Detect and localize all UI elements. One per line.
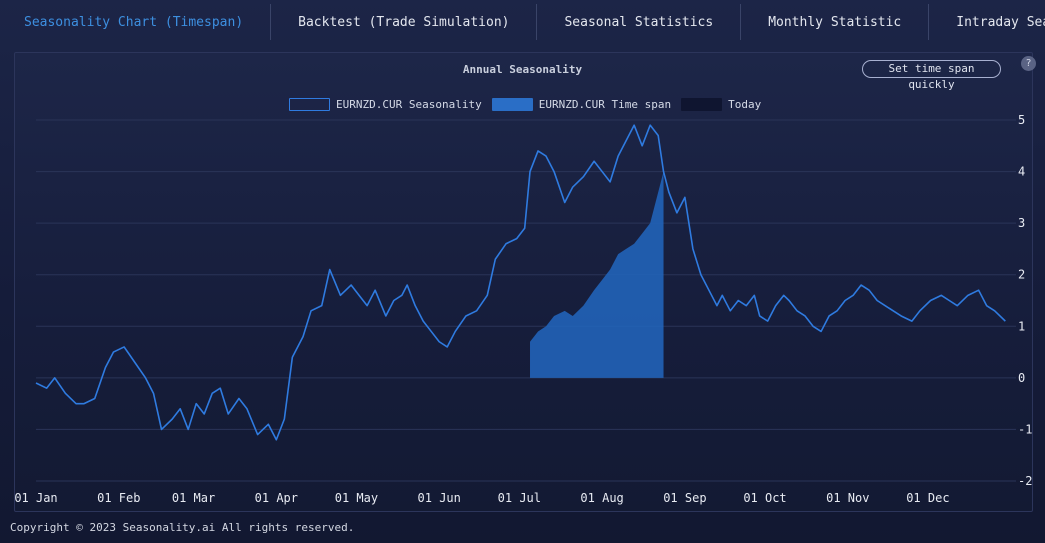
y-tick-label: 1 [1018,319,1025,333]
set-time-span-button[interactable]: Set time span quickly [862,60,1001,91]
y-tick-label: 5 [1018,113,1025,127]
legend-item-today[interactable]: Today [681,97,762,111]
y-tick-label: 2 [1018,268,1025,282]
y-tick-label: -2 [1018,474,1032,488]
legend-label: Today [728,97,762,111]
time-span-area [530,171,664,378]
tab-seasonal-statistics[interactable]: Seasonal Statistics [537,4,742,40]
y-tick-label: -1 [1018,422,1032,436]
chart-title: Annual Seasonality [462,63,583,76]
chart-panel [14,52,1033,512]
x-tick-label: 01 Jul [498,491,541,505]
tab-intraday-seasonality[interactable]: Intraday Seasonality Chart [956,14,1045,30]
legend-swatch-today [681,97,723,111]
y-tick-label: 0 [1018,371,1025,385]
legend-swatch-area [491,97,533,111]
x-tick-label: 01 Aug [580,491,623,505]
x-tick-label: 01 Nov [826,491,869,505]
time-span-area-path [530,171,664,378]
copyright-text: Copyright © 2023 Seasonality.ai All righ… [10,521,355,534]
x-tick-label: 01 Oct [743,491,786,505]
y-tick-label: 3 [1018,216,1025,230]
x-tick-label: 01 Jan [14,491,57,505]
tab-bar: Seasonality Chart (Timespan) Backtest (T… [0,0,1045,44]
x-tick-label: 01 Apr [255,491,298,505]
seasonality-line-path [35,124,1006,441]
help-icon[interactable]: ? [1021,56,1036,71]
y-tick-label: 4 [1018,165,1025,179]
x-tick-label: 01 Jun [418,491,461,505]
x-axis: 01 Jan 01 Feb 01 Mar 01 Apr 01 May 01 Jun 01 J… [14,491,949,505]
legend-label: EURNZD.CUR Time span [538,97,672,111]
x-tick-label: 01 Feb [97,491,140,505]
seasonality-line [35,124,1006,441]
grid-lines [36,119,1016,482]
tab-seasonality-chart[interactable]: Seasonality Chart (Timespan) [0,4,272,40]
legend-swatch-line [289,97,330,111]
y-axis: 5 4 3 2 1 0 -1 -2 [1018,113,1032,488]
legend-item-seasonality[interactable]: EURNZD.CUR Seasonality [289,97,482,111]
x-tick-label: 01 Sep [663,491,706,505]
chart-legend: EURNZD.CUR Seasonality EURNZD.CUR Time s… [289,96,771,112]
legend-label: EURNZD.CUR Seasonality [336,97,482,111]
x-tick-label: 01 Dec [906,491,949,505]
tab-monthly-statistic[interactable]: Monthly Statistic [741,4,930,40]
legend-item-time-span[interactable]: EURNZD.CUR Time span [491,97,672,111]
x-tick-label: 01 May [335,491,378,505]
x-tick-label: 01 Mar [172,491,215,505]
tab-backtest[interactable]: Backtest (Trade Simulation) [271,4,538,40]
